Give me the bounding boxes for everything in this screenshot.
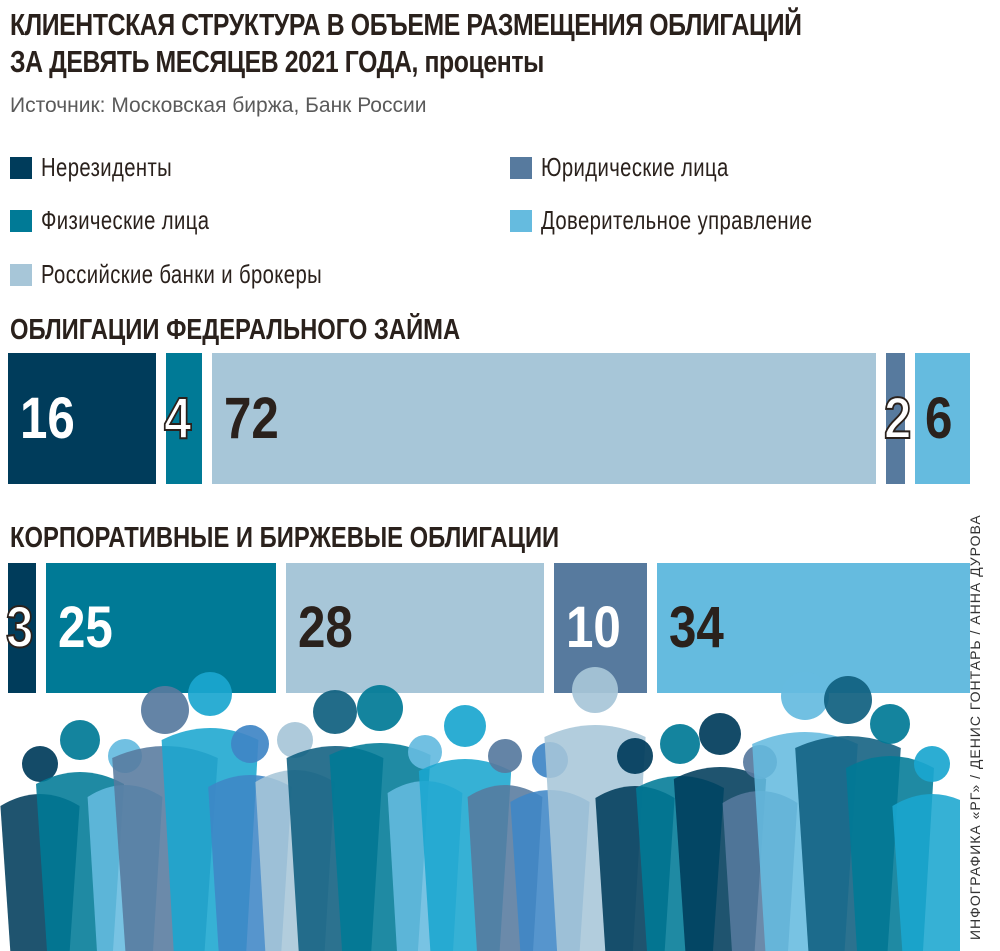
bar-value-label-0-1: 4 [163,385,192,451]
source-note: Источник: Московская биржа, Банк России [10,94,427,117]
bar-segment-1-4 [656,563,970,693]
legend-swatch-banks-brokers [10,263,32,286]
legend-item-trust-management: Доверительное управление [510,205,889,236]
bar-segment-1-2 [286,563,545,693]
legend-item-legal-entities: Юридические лица [510,152,782,183]
bar-value-label-1-3: 10 [566,595,622,660]
person-head-14 [617,738,653,774]
title-unit: проценты [424,44,544,79]
bar-value-label-1-4: 34 [668,595,724,660]
legend-swatch-individuals [10,209,32,232]
person-head-20 [870,704,910,744]
person-head-11 [488,739,522,773]
person-head-21 [914,746,950,782]
legend-swatch-nonresidents [10,156,32,179]
legend-item-nonresidents: Нерезиденты [10,152,209,183]
person-head-18 [781,672,829,720]
bar-value-label-0-2: 72 [224,385,280,451]
bar-value-label-1-2: 28 [298,595,353,660]
person-head-19 [824,676,872,724]
person-head-0 [22,746,58,782]
legend-label-banks-brokers: Российские банки и брокеры [41,259,323,289]
bar-value-label-1-1: 25 [57,595,113,660]
legend-label-nonresidents: Нерезиденты [41,152,173,182]
legend-item-individuals: Физические лица [10,205,257,236]
legend-swatch-trust-management [510,209,532,232]
bar-segment-0-0 [8,353,156,484]
corporate-section-title: КОРПОРАТИВНЫЕ И БИРЖЕВЫЕ ОБЛИГАЦИИ [10,522,560,554]
bar-segment-0-4 [914,353,970,484]
bar-segment-1-0 [8,563,36,693]
bar-value-label-0-3: 2 [883,385,912,451]
person-head-10 [444,705,486,747]
bar-segment-0-1 [165,353,203,484]
ofz-section-title: ОБЛИГАЦИИ ФЕДЕРАЛЬНОГО ЗАЙМА [10,314,461,346]
bar-segment-0-2 [212,353,877,484]
person-head-16 [699,713,741,755]
legend-item-banks-brokers: Российские банки и брокеры [10,259,401,290]
person-head-7 [313,690,357,734]
person-head-6 [277,722,313,758]
crowd-illustration [0,667,960,951]
person-head-9 [408,735,442,769]
title-line-1: КЛИЕНТСКАЯ СТРУКТУРА В ОБЪЕМЕ РАЗМЕЩЕНИЯ… [10,7,802,42]
bar-segment-1-1 [45,563,277,693]
bar-segment-0-3 [886,353,905,484]
legend-label-trust-management: Доверительное управление [541,205,813,235]
person-head-5 [231,725,269,763]
person-head-15 [660,724,700,764]
legend-swatch-legal-entities [510,156,532,179]
person-head-3 [141,686,189,734]
legend-label-legal-entities: Юридические лица [541,152,729,182]
ofz-stacked-bar: 16 4 72 2 6 [0,353,1000,484]
bar-value-label-1-0: 3 [5,595,34,660]
credit-line: ИНФОГРАФИКА «РГ» / ДЕНИС ГОНТАРЬ / АННА … [967,514,983,940]
legend-label-individuals: Физические лица [41,205,210,235]
person-head-1 [60,720,100,760]
person-head-4 [188,672,232,716]
title-line-2: ЗА ДЕВЯТЬ МЕСЯЦЕВ 2021 ГОДА, проценты [10,43,754,80]
person-head-13 [572,667,618,713]
bar-value-label-0-4: 6 [924,385,953,451]
chart-title: КЛИЕНТСКАЯ СТРУКТУРА В ОБЪЕМЕ РАЗМЕЩЕНИЯ… [10,6,802,80]
title-line-2-text: ЗА ДЕВЯТЬ МЕСЯЦЕВ 2021 ГОДА, [10,44,418,79]
bar-value-label-0-0: 16 [20,385,75,451]
person-head-8 [357,685,403,731]
person-body-21 [892,794,960,951]
